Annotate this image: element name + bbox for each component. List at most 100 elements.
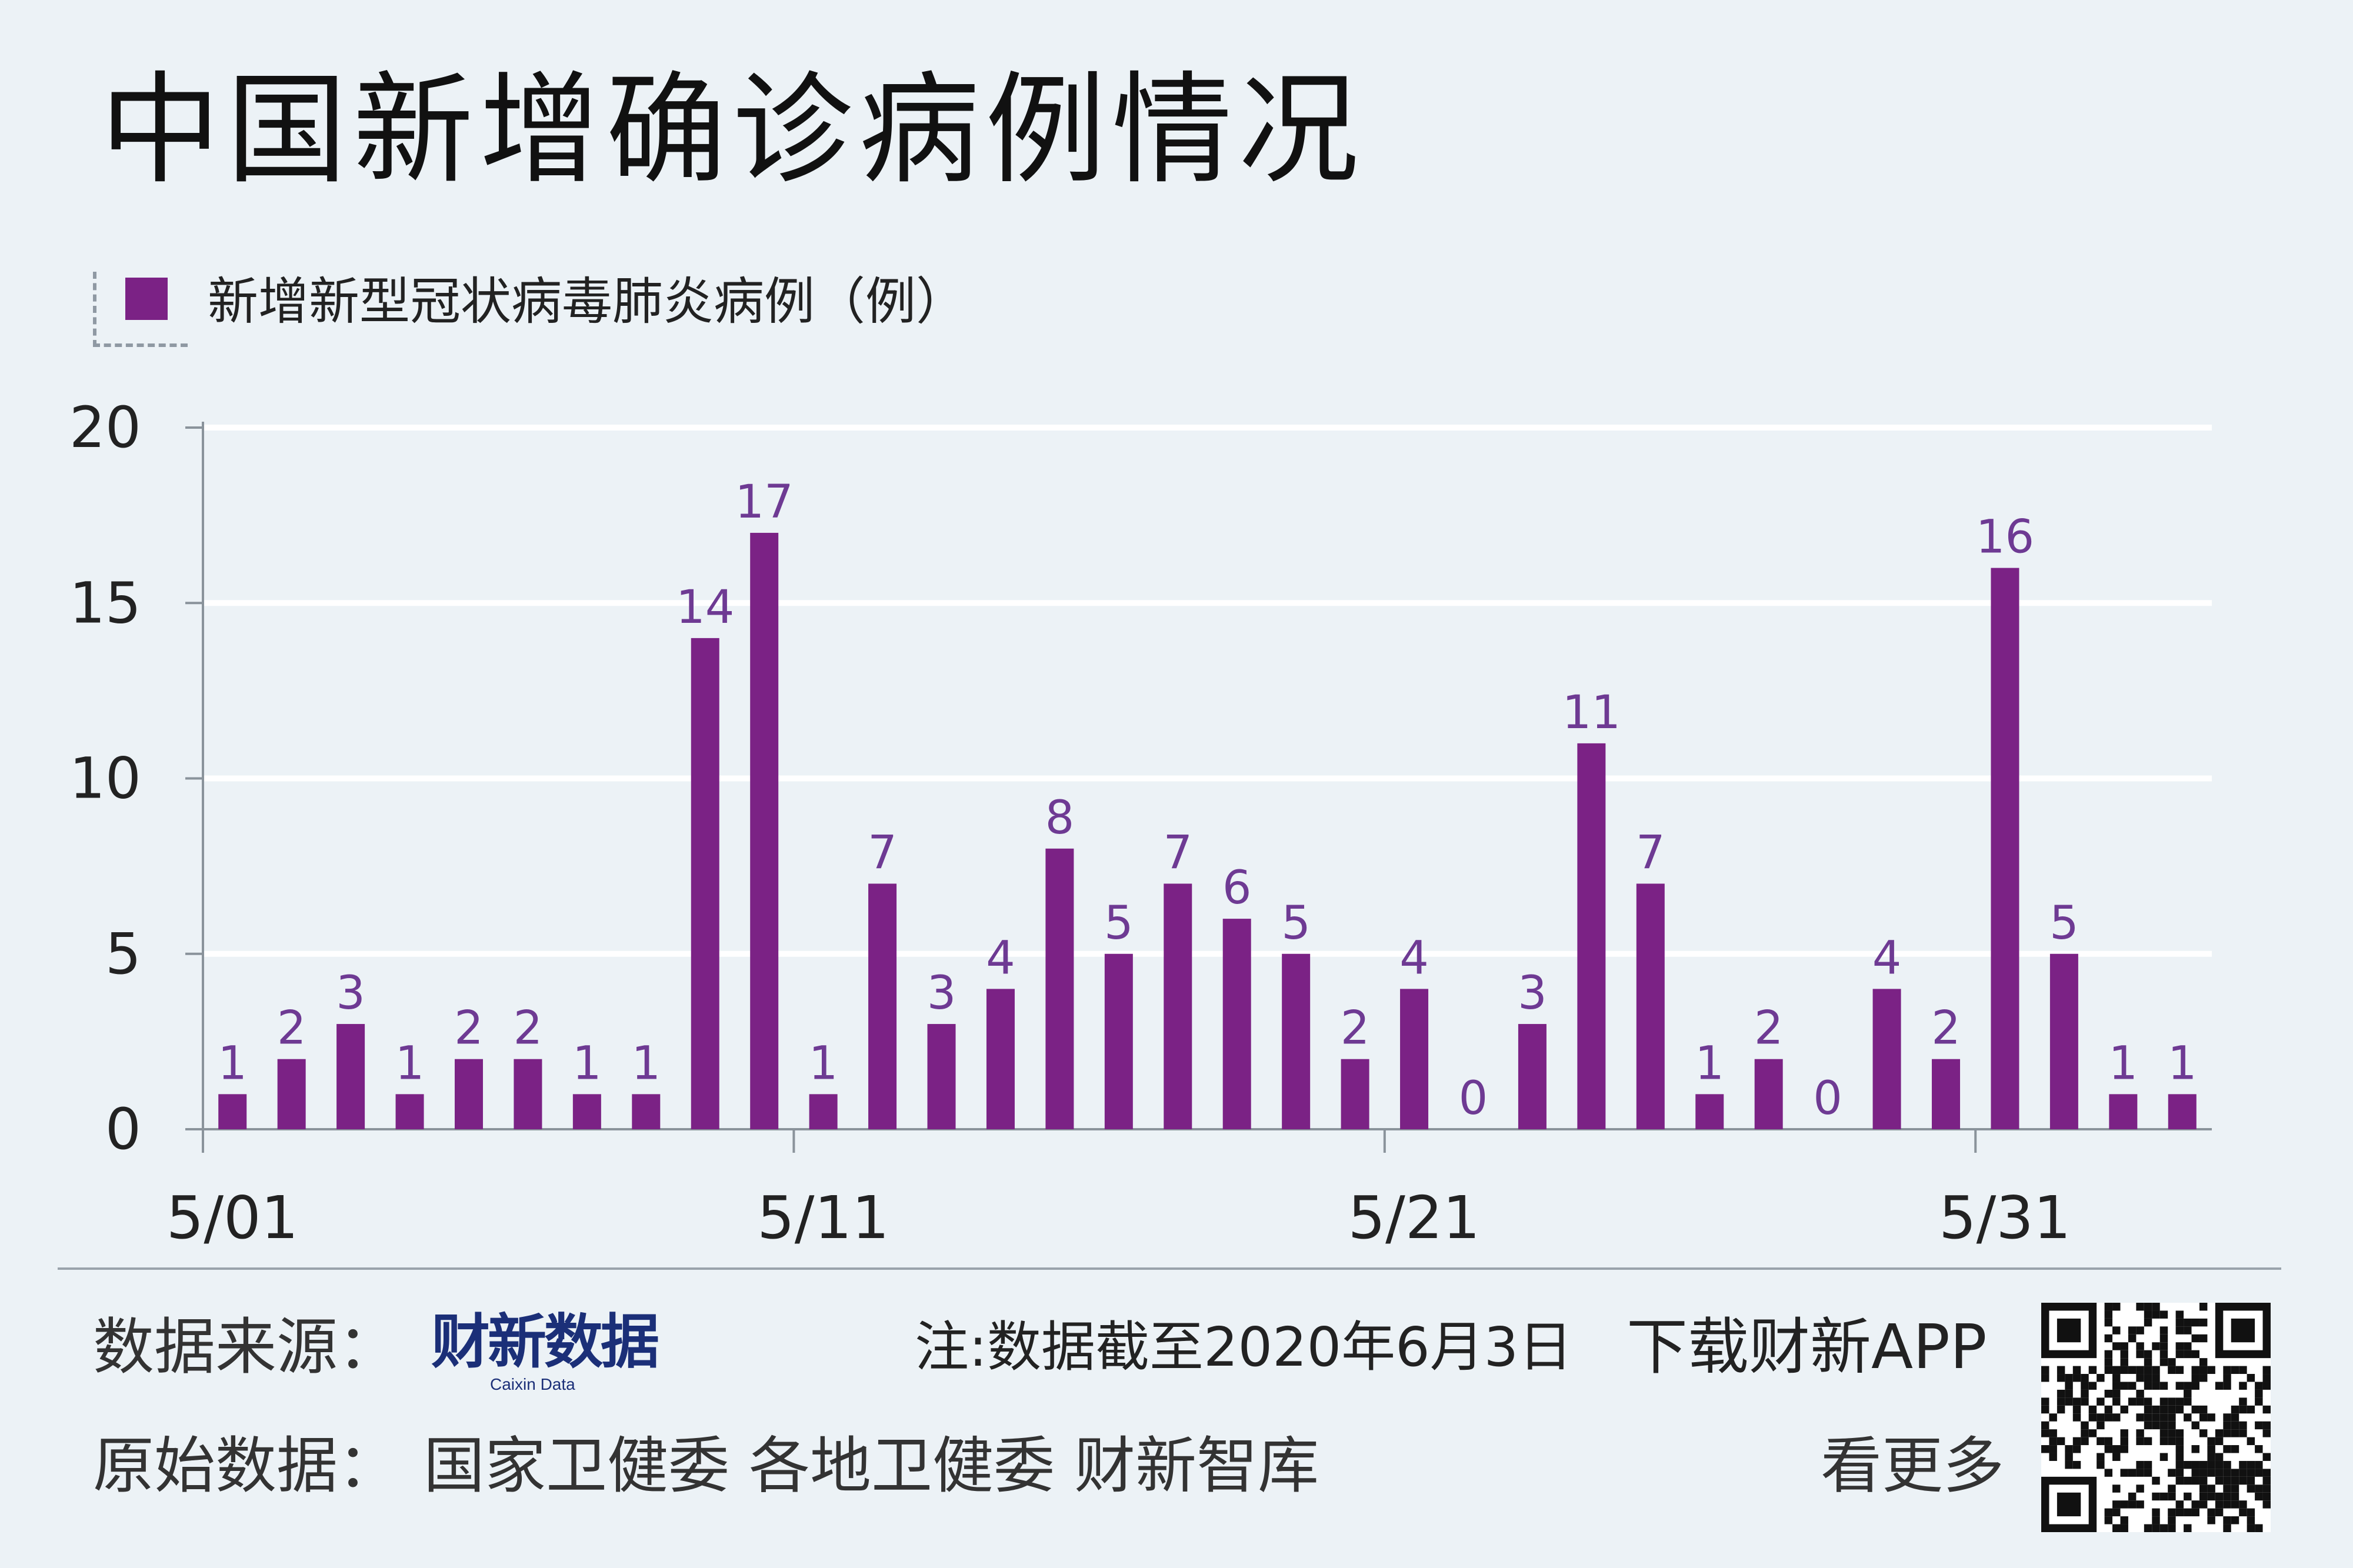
- qr-module: [2175, 1437, 2184, 1446]
- data-label: 16: [1976, 511, 2034, 564]
- qr-module: [2215, 1429, 2224, 1437]
- data-label: 4: [986, 932, 1015, 985]
- qr-module: [2152, 1413, 2160, 1422]
- qr-module: [2255, 1524, 2263, 1532]
- data-label: 2: [454, 1002, 484, 1055]
- qr-module: [2175, 1366, 2184, 1374]
- qr-module: [2152, 1516, 2160, 1524]
- data-label: 0: [1459, 1072, 1488, 1125]
- x-tick-label: 5/21: [1348, 1183, 1481, 1252]
- qr-module: [2152, 1342, 2160, 1350]
- qr-module: [2175, 1508, 2184, 1517]
- data-label: 11: [1562, 686, 1621, 739]
- qr-module: [2144, 1397, 2152, 1406]
- qr-module: [2097, 1437, 2105, 1446]
- qr-module: [2120, 1445, 2128, 1453]
- qr-module: [2152, 1310, 2160, 1319]
- qr-module: [2262, 1476, 2271, 1485]
- qr-module: [2262, 1366, 2271, 1374]
- data-label: 17: [735, 476, 794, 529]
- qr-module: [2199, 1492, 2208, 1501]
- qr-module: [2104, 1445, 2113, 1453]
- qr-module: [2168, 1358, 2176, 1366]
- qr-module: [2144, 1350, 2152, 1359]
- qr-module: [2175, 1382, 2184, 1390]
- qr-module: [2231, 1484, 2239, 1493]
- qr-code-icon[interactable]: [2041, 1303, 2271, 1532]
- qr-module: [2231, 1469, 2239, 1477]
- qr-module: [2128, 1366, 2137, 1374]
- qr-module: [2191, 1366, 2199, 1374]
- qr-module: [2112, 1445, 2121, 1453]
- qr-module: [2112, 1382, 2121, 1390]
- qr-module: [2168, 1524, 2176, 1532]
- qr-module: [2239, 1469, 2247, 1477]
- qr-module: [2199, 1476, 2208, 1485]
- qr-module: [2120, 1524, 2128, 1532]
- qr-module: [2136, 1469, 2144, 1477]
- qr-module: [2247, 1437, 2255, 1446]
- qr-module: [2065, 1397, 2073, 1406]
- bar: [1577, 743, 1606, 1129]
- qr-module: [2199, 1484, 2208, 1493]
- bar: [1282, 953, 1311, 1129]
- qr-module: [2175, 1500, 2184, 1509]
- qr-module: [2247, 1469, 2255, 1477]
- qr-module: [2191, 1405, 2199, 1414]
- qr-module: [2072, 1413, 2081, 1422]
- qr-module: [2041, 1405, 2049, 1414]
- qr-module: [2199, 1366, 2208, 1374]
- qr-module: [2223, 1469, 2231, 1477]
- qr-module: [2049, 1445, 2057, 1453]
- qr-module: [2057, 1397, 2065, 1406]
- qr-module: [2057, 1389, 2065, 1398]
- data-label: 14: [676, 581, 734, 634]
- qr-module: [2168, 1366, 2176, 1374]
- qr-module: [2144, 1437, 2152, 1446]
- qr-module: [2057, 1374, 2065, 1382]
- data-label: 5: [2049, 897, 2079, 950]
- qr-module: [2207, 1469, 2215, 1477]
- qr-module: [2152, 1524, 2160, 1532]
- qr-module: [2136, 1326, 2144, 1335]
- qr-module: [2112, 1374, 2121, 1382]
- qr-module: [2065, 1445, 2073, 1453]
- qr-module: [2191, 1350, 2199, 1359]
- bar: [1045, 848, 1074, 1129]
- qr-module: [2247, 1484, 2255, 1493]
- qr-module: [2231, 1500, 2239, 1509]
- qr-module: [2215, 1437, 2224, 1446]
- qr-module: [2175, 1318, 2184, 1327]
- qr-module: [2184, 1350, 2192, 1359]
- x-tick-labels: 5/01 5/11 5/21 5/31: [166, 1183, 2071, 1252]
- qr-module: [2136, 1500, 2144, 1509]
- qr-module: [2088, 1382, 2097, 1390]
- qr-module: [2159, 1421, 2168, 1430]
- qr-module: [2049, 1437, 2057, 1446]
- legend-frame: [93, 272, 188, 347]
- qr-module: [2247, 1508, 2255, 1517]
- data-label: 2: [514, 1002, 543, 1055]
- qr-module: [2152, 1303, 2160, 1311]
- qr-module: [2199, 1358, 2208, 1366]
- data-label: 7: [1636, 826, 1665, 879]
- bars: [218, 532, 2197, 1129]
- data-label: 7: [868, 826, 897, 879]
- qr-module: [2144, 1366, 2152, 1374]
- bar: [1518, 1024, 1547, 1129]
- qr-module: [2175, 1310, 2184, 1319]
- logo-subtext: Caixin Data: [490, 1375, 575, 1393]
- data-label: 3: [336, 967, 365, 1020]
- qr-module: [2152, 1405, 2160, 1414]
- qr-module: [2159, 1342, 2168, 1350]
- qr-module: [2207, 1516, 2215, 1524]
- qr-module: [2191, 1476, 2199, 1485]
- qr-module: [2057, 1366, 2065, 1374]
- qr-module: [2231, 1429, 2239, 1437]
- bar: [2109, 1094, 2138, 1129]
- data-label: 5: [1281, 897, 1311, 950]
- qr-module: [2144, 1310, 2152, 1319]
- data-label: 5: [1104, 897, 1134, 950]
- qr-module: [2104, 1303, 2113, 1311]
- qr-module: [2199, 1318, 2208, 1327]
